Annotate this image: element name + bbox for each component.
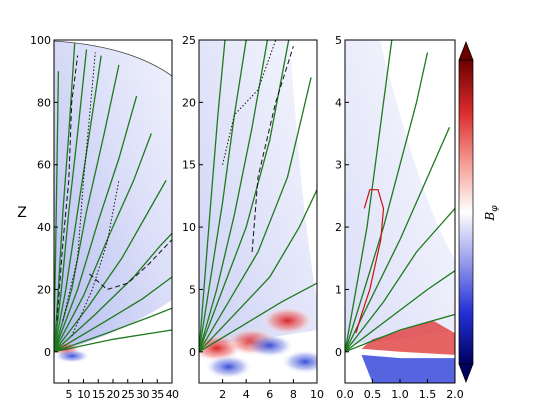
y-tick-label: 25 [182,34,196,47]
y-tick-label: 3 [335,159,342,172]
panel-left-core-blue [54,349,90,363]
panel-middle-dotted-contours [222,40,277,165]
x-tick-label: 10 [77,388,90,401]
field-line [199,189,317,353]
field-line [199,40,269,352]
field-line [54,71,60,337]
panel-left-dotted-contours [62,52,120,337]
x-tick-label: 0.0 [336,388,354,401]
field-line [54,133,152,353]
field-line [199,40,247,352]
colorbar-top-arrow [458,41,474,61]
y-tick-label: 5 [189,283,196,296]
y-tick-label: 40 [37,221,51,234]
y-tick-label: 0 [189,346,196,359]
field-line [54,179,167,353]
x-tick-label: 2 [219,388,226,401]
dotted-contour [71,180,120,337]
x-tick-label: 20 [107,388,120,401]
y-tick-label: 4 [335,96,342,109]
dashed-contour [89,239,172,291]
x-tick-label: 30 [136,388,149,401]
field-line [345,40,393,352]
field-line [54,49,88,352]
field-line [54,307,172,353]
x-tick-label: 1.0 [391,388,409,401]
y-tick-label: 2 [335,221,342,234]
positive-bphi-blob [261,306,314,335]
negative-bphi-blob [281,349,317,374]
y-tick-label: 0 [335,346,342,359]
dashed-contour [56,55,79,321]
colorbar-label: Bφ [483,205,500,222]
x-tick-label: 6 [266,388,273,401]
panel-right-positive-bphi-region [361,320,455,355]
field-line [54,55,102,352]
panel-left-dashed-contours [56,55,172,321]
panel-left-boundary-arc [54,40,172,77]
field-line [345,270,455,353]
field-line [199,282,317,353]
field-line [345,207,455,353]
x-tick-label: 25 [121,388,134,401]
field-line [54,232,172,353]
field-line [54,276,172,353]
field-line [345,52,429,352]
panel-middle-ticks: 2 4 6 8 10 0 5 10 15 20 25 [182,34,324,401]
y-tick-label: 0 [44,346,51,359]
panel-middle-frame [198,39,318,384]
field-line [199,40,226,352]
y-tick-label: 20 [37,283,51,296]
panel-right-bphi-field [345,40,455,345]
x-tick-label: 1.5 [419,388,437,401]
y-tick-label: 20 [182,96,196,109]
negative-bphi-blob [204,354,253,379]
dashed-contour [251,46,294,253]
field-line [54,329,172,353]
panel-middle-field-lines [199,40,317,353]
y-tick-label: 10 [182,221,196,234]
y-tick-label: 80 [37,96,51,109]
x-tick-label: 0.5 [364,388,382,401]
panel-right: 0.0 0.5 1.0 1.5 2.0 0 1 2 3 4 5 [335,34,464,401]
x-tick-label: 15 [92,388,105,401]
x-tick-label: 10 [310,388,324,401]
field-line [54,95,138,353]
field-line [54,43,76,352]
colorbar: Bφ [458,41,500,383]
x-tick-label: 8 [290,388,297,401]
panel-left-field-lines [54,43,172,353]
panel-right-field-lines [345,40,455,353]
colorbar-gradient [458,59,474,365]
panel-right-negative-bphi-region [361,354,455,383]
x-tick-label: 4 [243,388,250,401]
panel-right-red-contour [355,189,385,334]
dotted-contour [222,40,277,165]
y-tick-label: 1 [335,283,342,296]
x-tick-label: 5 [66,388,73,401]
y-axis-label: Z [17,205,27,221]
panel-middle-bphi-field [199,40,317,345]
y-tick-label: 15 [182,159,196,172]
y-tick-label: 5 [335,34,342,47]
field-line [345,313,455,353]
panel-left-bphi-field [54,41,172,352]
field-line [345,127,451,353]
negative-bphi-blob [245,333,294,358]
x-tick-label: 2.0 [446,388,464,401]
panel-right-ticks: 0.0 0.5 1.0 1.5 2.0 0 1 2 3 4 5 [335,34,464,401]
y-tick-label: 60 [37,159,51,172]
field-line [199,77,312,353]
panel-middle-dashed-contours [251,46,294,253]
x-tick-label: 35 [151,388,164,401]
x-tick-label: 40 [166,388,179,401]
y-tick-label: 100 [30,34,51,47]
field-line [199,40,290,353]
panel-middle: 2 4 6 8 10 0 5 10 15 20 25 [182,34,324,401]
dotted-contour [62,52,96,321]
colorbar-bottom-arrow [458,363,474,383]
